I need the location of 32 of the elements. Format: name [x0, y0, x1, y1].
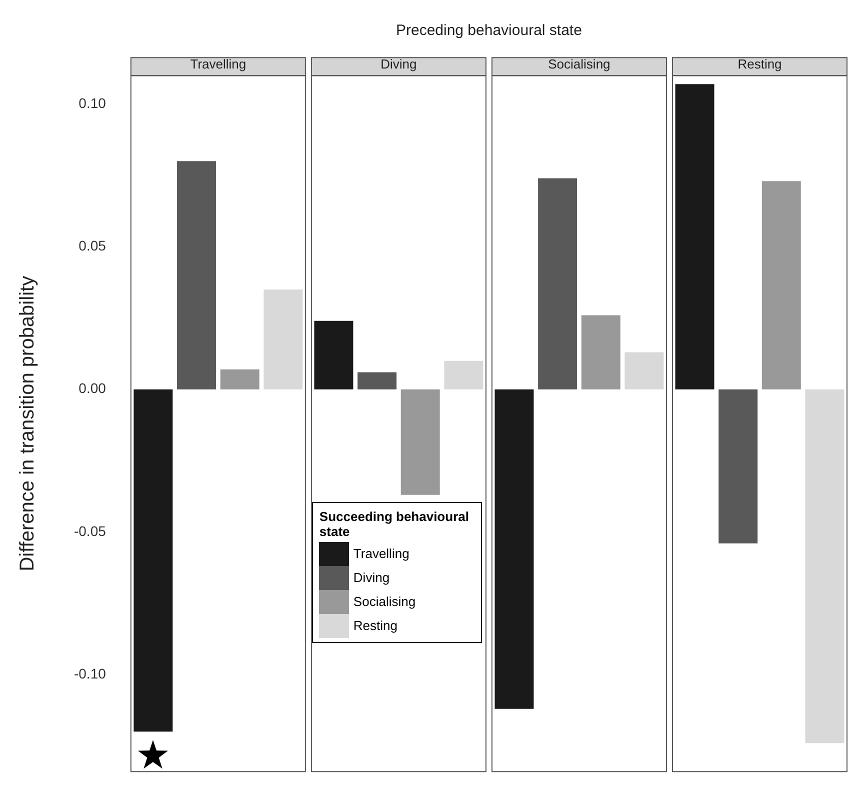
bar [762, 181, 801, 390]
y-tick-label: 0.00 [78, 380, 106, 396]
bar [718, 389, 758, 544]
bar [358, 372, 397, 390]
legend-label: Travelling [353, 546, 410, 562]
legend-label: Resting [353, 618, 398, 634]
bar [494, 389, 534, 709]
legend-label: Diving [353, 570, 390, 586]
bar [444, 360, 484, 390]
x-tick-label: Diving [380, 56, 417, 72]
x-tick-label: Travelling [190, 56, 246, 72]
y-tick-label: 0.05 [78, 238, 106, 254]
bar [675, 84, 714, 390]
bar [805, 389, 844, 744]
y-tick-label: 0.10 [78, 94, 106, 111]
bar [220, 369, 260, 390]
bar [314, 320, 354, 390]
bar [264, 290, 303, 390]
legend-title: Succeeding behavioural state [319, 508, 470, 539]
bar [581, 315, 620, 390]
y-axis-title: Difference in transition probability [16, 276, 39, 572]
legend-label: Socialising [353, 594, 416, 610]
bar [134, 389, 173, 732]
bar [624, 352, 664, 390]
y-tick-label: -0.05 [74, 522, 106, 539]
bar [400, 389, 440, 495]
bar [538, 178, 578, 390]
y-tick-label: -0.10 [74, 665, 106, 682]
x-tick-label: Resting [738, 56, 782, 72]
x-axis-title: Preceding behavioural state [396, 22, 582, 40]
x-tick-label: Socialising [548, 56, 610, 72]
bar [177, 161, 216, 390]
